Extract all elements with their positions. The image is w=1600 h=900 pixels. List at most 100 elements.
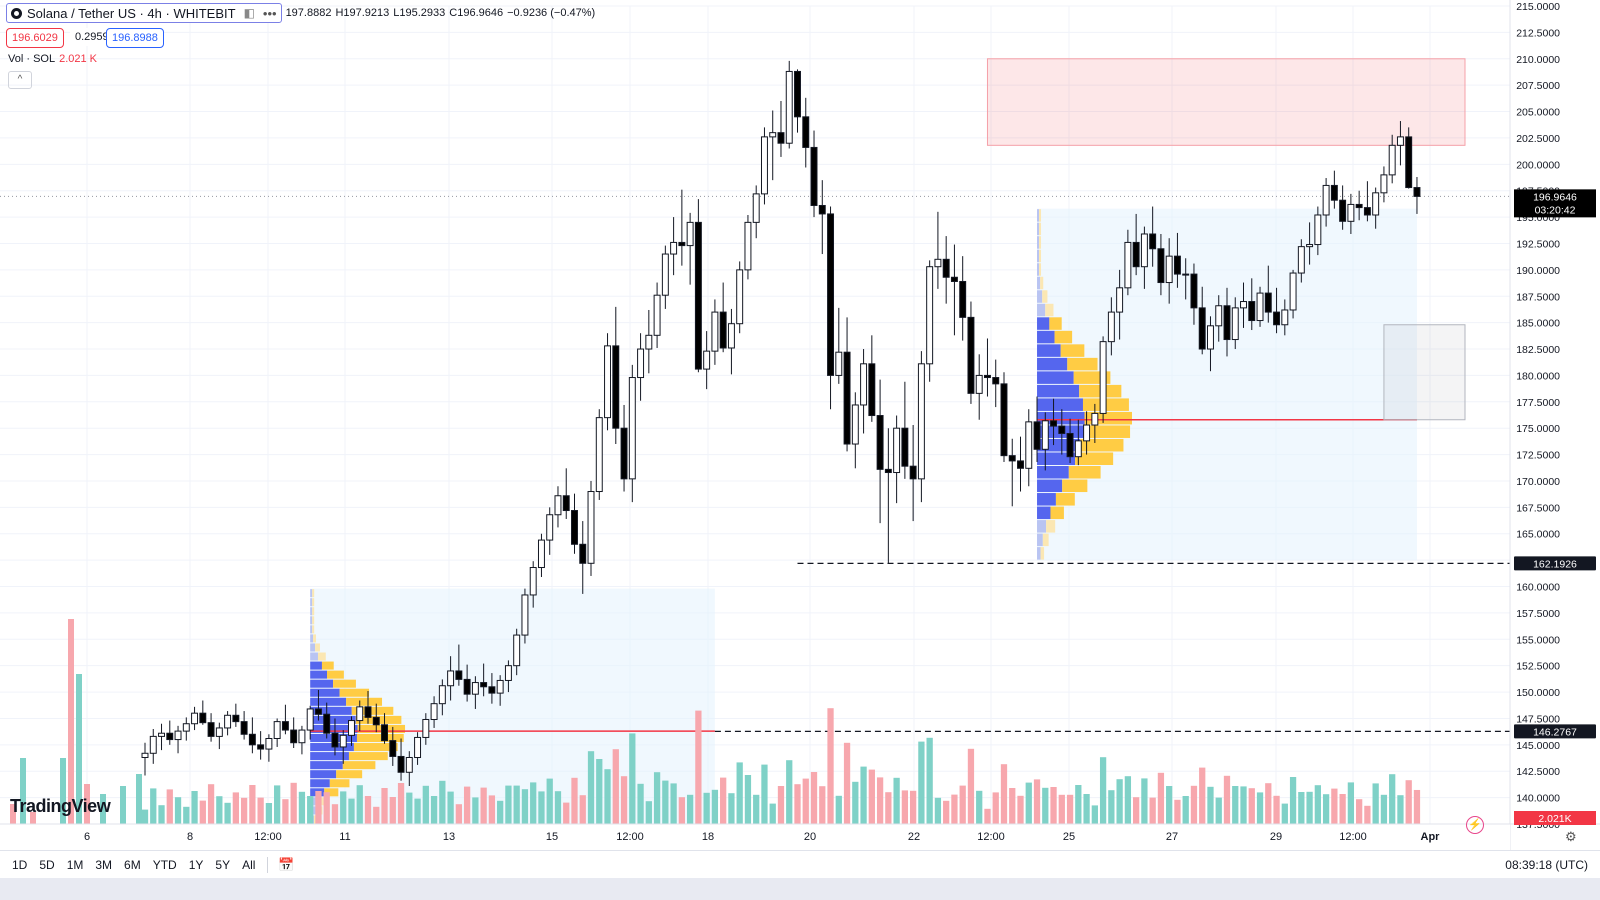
candle[interactable]: [480, 682, 488, 688]
candle[interactable]: [777, 132, 785, 144]
symbol-selector[interactable]: Solana / Tether US · 4h · WHITEBIT ◧ •••: [6, 3, 282, 23]
candle[interactable]: [1050, 420, 1058, 427]
more-icon[interactable]: •••: [262, 5, 277, 21]
candle[interactable]: [1190, 273, 1198, 309]
candle[interactable]: [1074, 440, 1082, 458]
candle[interactable]: [257, 744, 265, 750]
candle[interactable]: [983, 374, 991, 379]
candle[interactable]: [546, 514, 554, 541]
candle[interactable]: [521, 594, 529, 636]
candle[interactable]: [1223, 305, 1231, 341]
candle[interactable]: [686, 221, 694, 247]
range-1y[interactable]: 1Y: [188, 858, 204, 872]
candle[interactable]: [604, 345, 612, 419]
candle[interactable]: [356, 706, 364, 722]
candle[interactable]: [166, 732, 174, 741]
candle[interactable]: [215, 727, 223, 737]
candle[interactable]: [1231, 307, 1239, 341]
candle[interactable]: [314, 708, 322, 715]
candle[interactable]: [1413, 187, 1421, 197]
candle[interactable]: [719, 311, 727, 349]
lightning-icon[interactable]: ⚡: [1466, 816, 1484, 834]
candle[interactable]: [397, 755, 405, 773]
candle[interactable]: [1198, 307, 1206, 350]
candle[interactable]: [1157, 248, 1165, 284]
candle[interactable]: [810, 146, 818, 206]
candle[interactable]: [1256, 292, 1264, 322]
candle[interactable]: [1017, 460, 1024, 469]
candle[interactable]: [884, 468, 892, 474]
candle[interactable]: [174, 730, 182, 741]
candle[interactable]: [1380, 174, 1388, 194]
candle[interactable]: [752, 193, 760, 223]
candle[interactable]: [224, 714, 232, 729]
candle[interactable]: [1355, 203, 1363, 209]
candle[interactable]: [1000, 383, 1008, 457]
candle[interactable]: [926, 266, 934, 365]
candle[interactable]: [1066, 432, 1074, 458]
candle[interactable]: [612, 345, 620, 429]
candle[interactable]: [1347, 203, 1355, 222]
utc-clock[interactable]: 08:39:18 (UTC): [1505, 858, 1588, 872]
candle[interactable]: [992, 377, 1000, 385]
candle[interactable]: [182, 723, 190, 732]
candle[interactable]: [628, 377, 636, 480]
candle[interactable]: [554, 495, 562, 516]
candle[interactable]: [785, 70, 793, 144]
candle[interactable]: [191, 712, 199, 725]
candle[interactable]: [323, 713, 331, 734]
candle[interactable]: [909, 465, 917, 480]
candle[interactable]: [769, 132, 777, 138]
candle[interactable]: [1289, 272, 1297, 311]
candle[interactable]: [513, 634, 521, 667]
candle[interactable]: [248, 733, 256, 746]
candle[interactable]: [463, 678, 471, 695]
candle[interactable]: [339, 734, 347, 748]
candle[interactable]: [265, 738, 273, 750]
candle[interactable]: [447, 670, 455, 687]
candle[interactable]: [430, 703, 438, 721]
supply-zone[interactable]: [986, 58, 1466, 146]
candle[interactable]: [281, 721, 289, 731]
candle[interactable]: [860, 363, 868, 406]
candle[interactable]: [504, 665, 512, 681]
candle[interactable]: [595, 417, 603, 493]
candle[interactable]: [290, 729, 298, 744]
candle[interactable]: [298, 729, 306, 744]
candle[interactable]: [967, 316, 975, 394]
candle[interactable]: [1033, 421, 1041, 450]
range-6m[interactable]: 6M: [124, 858, 141, 872]
candle[interactable]: [1240, 301, 1247, 309]
candle[interactable]: [893, 427, 901, 474]
candle[interactable]: [1339, 199, 1347, 222]
candle[interactable]: [727, 323, 735, 349]
candle[interactable]: [794, 70, 801, 118]
candle[interactable]: [1140, 233, 1148, 268]
candle[interactable]: [1314, 214, 1322, 246]
buy-price-button[interactable]: 196.8988: [106, 28, 164, 48]
candle[interactable]: [306, 708, 314, 731]
candle[interactable]: [562, 495, 570, 512]
candle[interactable]: [141, 752, 149, 759]
candle[interactable]: [1396, 136, 1404, 146]
candle[interactable]: [760, 136, 768, 195]
candle[interactable]: [1372, 192, 1380, 216]
candle[interactable]: [934, 258, 942, 268]
candle[interactable]: [1132, 241, 1140, 268]
candle[interactable]: [1330, 184, 1338, 201]
candle[interactable]: [422, 719, 430, 738]
candle[interactable]: [959, 280, 967, 318]
candle[interactable]: [438, 685, 446, 705]
candle[interactable]: [1322, 184, 1330, 216]
range-3m[interactable]: 3M: [95, 858, 113, 872]
candle[interactable]: [389, 740, 397, 757]
candle[interactable]: [149, 735, 157, 754]
candle[interactable]: [645, 334, 653, 350]
candle[interactable]: [1405, 136, 1413, 189]
range-1m[interactable]: 1M: [66, 858, 84, 872]
candle[interactable]: [207, 722, 215, 737]
collapse-legend-button[interactable]: ^: [8, 71, 32, 89]
candle[interactable]: [1297, 246, 1305, 274]
candle[interactable]: [1107, 311, 1115, 343]
